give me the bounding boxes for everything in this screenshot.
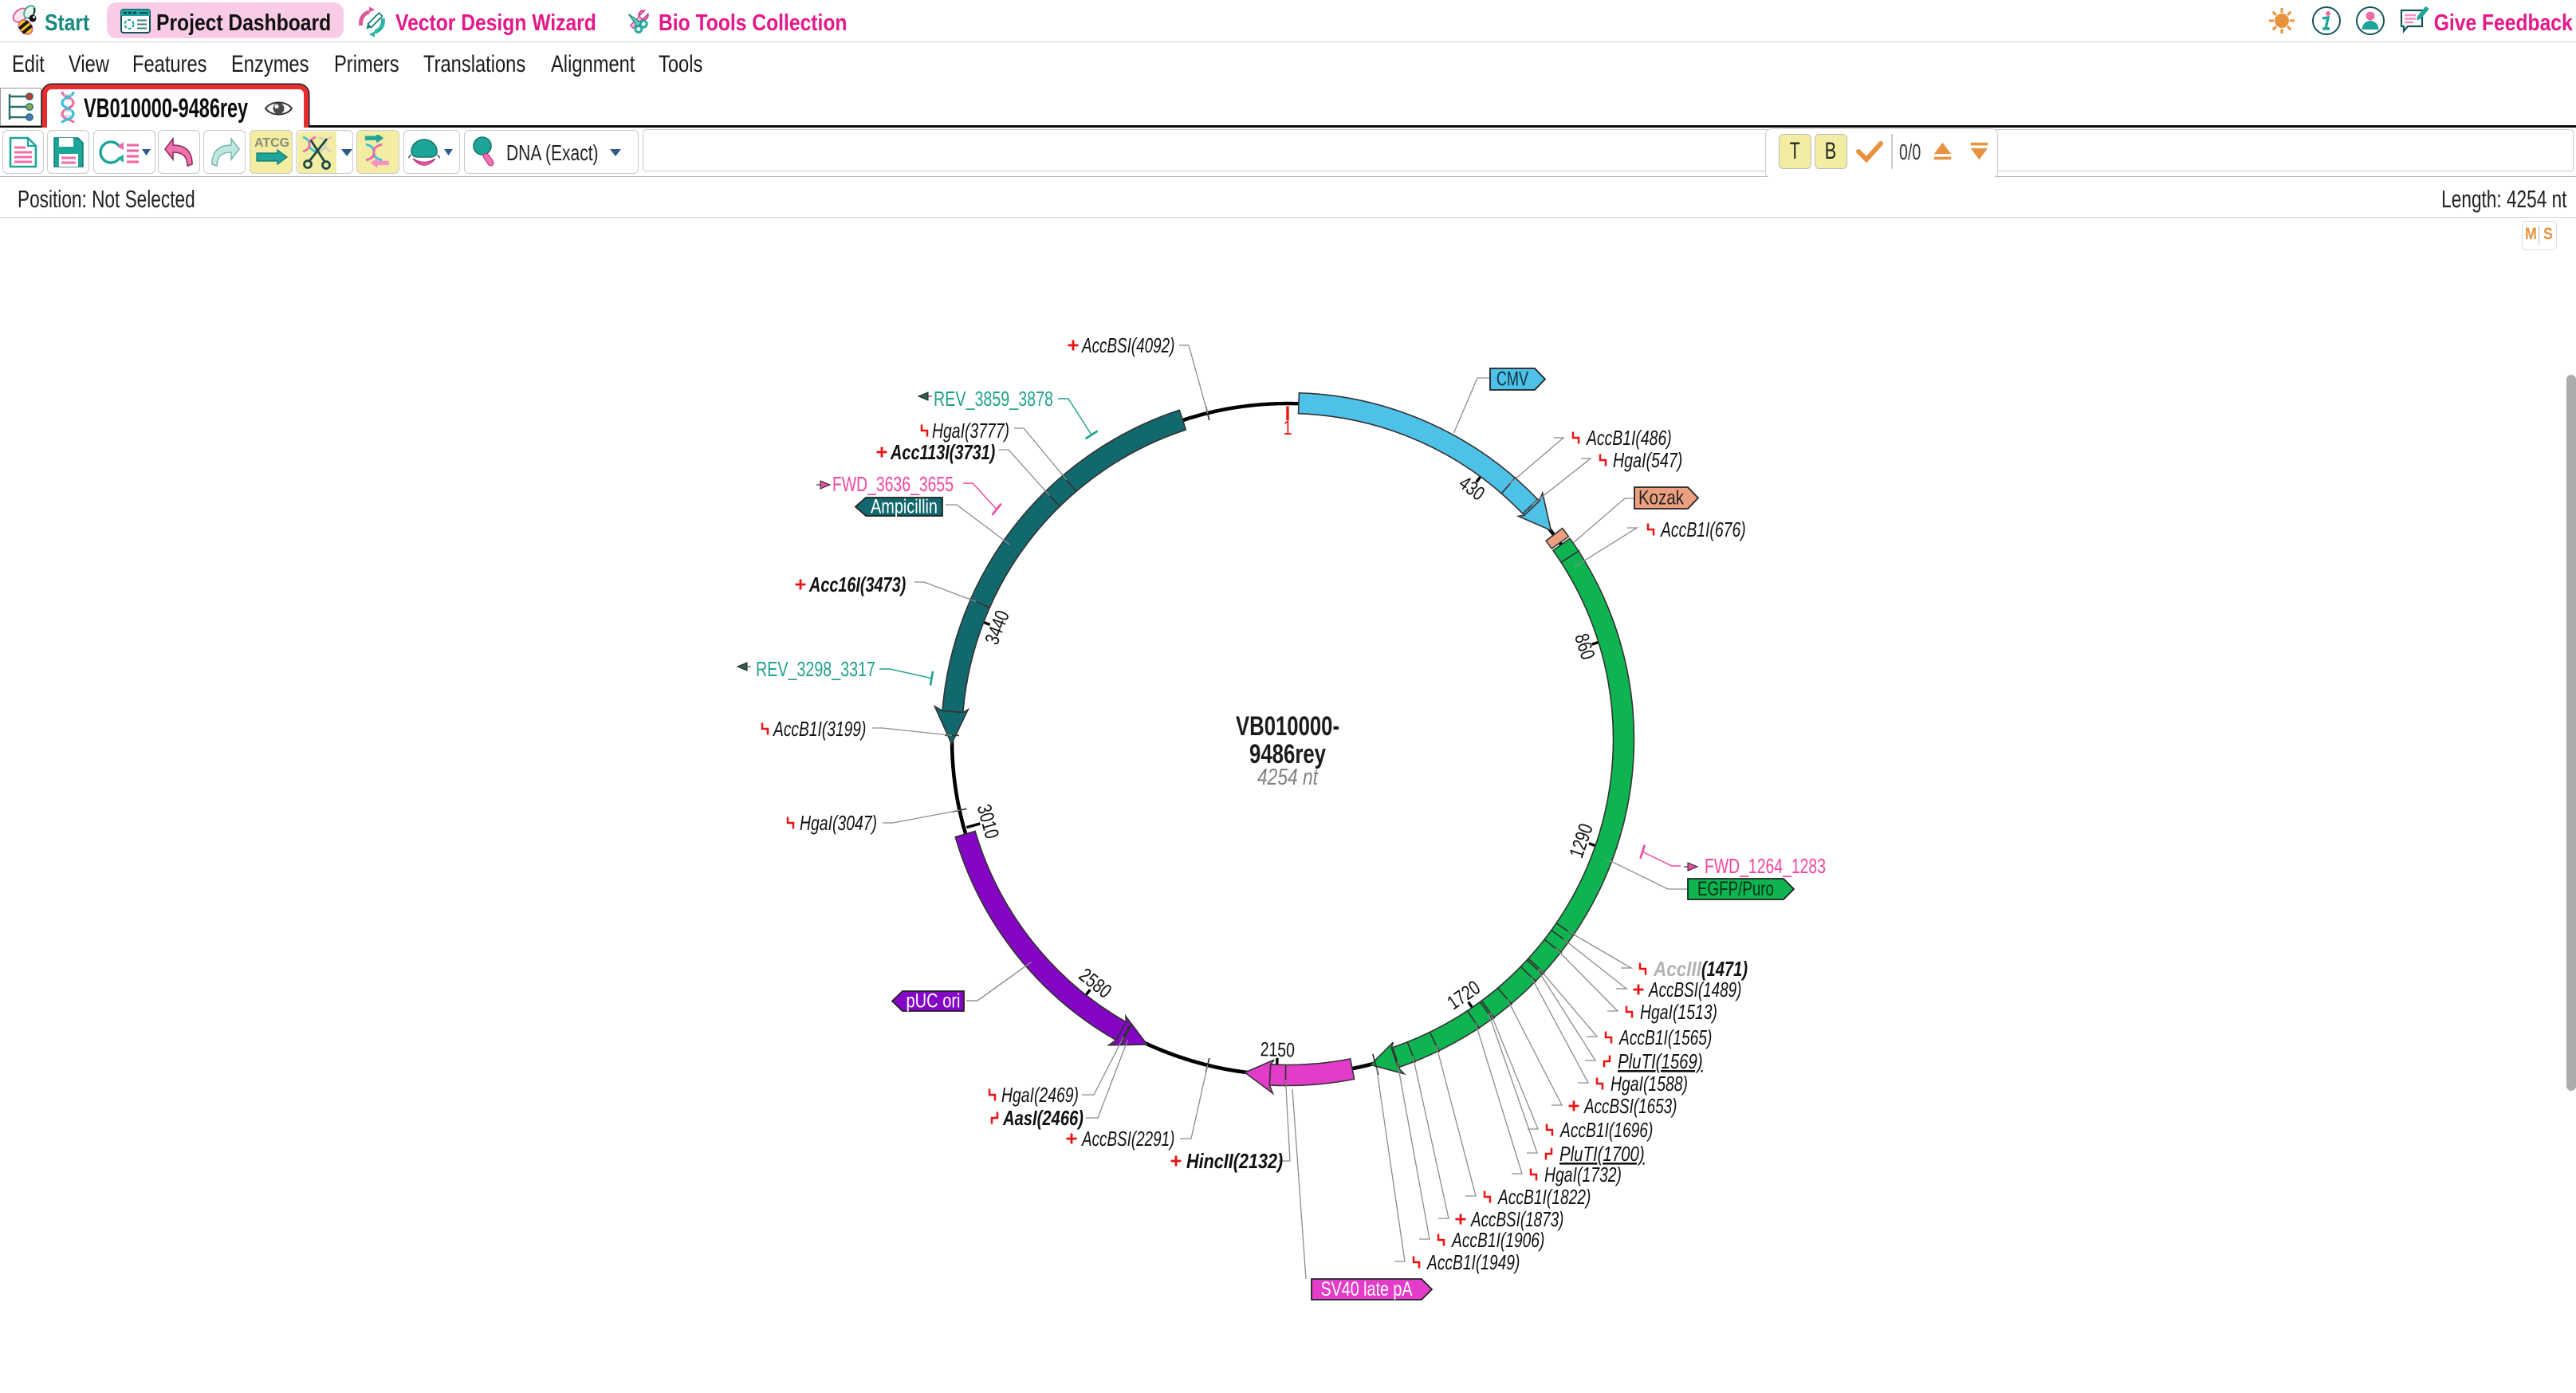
svg-text:FWD_1264_1283: FWD_1264_1283 <box>1705 854 1826 878</box>
svg-text:REV_3859_3878: REV_3859_3878 <box>934 387 1053 411</box>
svg-text:Acc16I(3473): Acc16I(3473) <box>808 573 906 596</box>
svg-text:SV40 late pA: SV40 late pA <box>1321 1278 1413 1301</box>
svg-text:HgaI(3777): HgaI(3777) <box>932 419 1009 443</box>
svg-text:FWD_3636_3655: FWD_3636_3655 <box>832 472 954 496</box>
svg-text:Ampicillin: Ampicillin <box>871 496 938 518</box>
svg-text:VB010000-: VB010000- <box>1236 711 1339 742</box>
svg-text:HgaI(1732): HgaI(1732) <box>1544 1163 1622 1186</box>
svg-text:AccB1I(676): AccB1I(676) <box>1660 517 1746 541</box>
svg-text:HincII(2132): HincII(2132) <box>1186 1149 1283 1173</box>
svg-text:AccB1I(1822): AccB1I(1822) <box>1497 1185 1591 1209</box>
svg-text:HgaI(2469): HgaI(2469) <box>1001 1083 1079 1107</box>
svg-text:AccB1I(1696): AccB1I(1696) <box>1559 1118 1654 1142</box>
svg-text:Acc113I(3731): Acc113I(3731) <box>890 440 995 464</box>
svg-text:860: 860 <box>1570 631 1599 662</box>
svg-text:2150: 2150 <box>1260 1038 1295 1061</box>
svg-text:9486rey: 9486rey <box>1249 739 1326 769</box>
svg-text:AasI(2466): AasI(2466) <box>1002 1106 1083 1130</box>
svg-text:AccB1I(3199): AccB1I(3199) <box>773 717 867 741</box>
svg-text:REV_3298_3317: REV_3298_3317 <box>756 657 875 681</box>
svg-text:PluTI(1569): PluTI(1569) <box>1618 1049 1703 1073</box>
svg-text:HgaI(1588): HgaI(1588) <box>1610 1072 1688 1096</box>
svg-text:PluTI(1700): PluTI(1700) <box>1559 1142 1645 1166</box>
svg-text:AccBSI(2291): AccBSI(2291) <box>1081 1127 1175 1151</box>
svg-text:CMV: CMV <box>1496 368 1528 391</box>
svg-text:(1471): (1471) <box>1701 957 1748 981</box>
svg-text:4254 nt: 4254 nt <box>1257 765 1319 790</box>
svg-text:AccBSI(1873): AccBSI(1873) <box>1470 1207 1564 1231</box>
svg-text:pUC ori: pUC ori <box>907 990 961 1013</box>
svg-text:AccBSI(1489): AccBSI(1489) <box>1648 978 1742 1001</box>
svg-text:HgaI(547): HgaI(547) <box>1613 448 1682 472</box>
svg-text:AccB1I(1565): AccB1I(1565) <box>1618 1025 1713 1049</box>
svg-text:1: 1 <box>1284 417 1292 439</box>
svg-text:AccB1I(486): AccB1I(486) <box>1586 426 1672 450</box>
svg-text:HgaI(3047): HgaI(3047) <box>800 811 877 835</box>
svg-text:EGFP/Puro: EGFP/Puro <box>1697 878 1774 900</box>
svg-text:AccIII: AccIII <box>1653 957 1702 981</box>
svg-text:AccBSI(4092): AccBSI(4092) <box>1081 333 1175 357</box>
svg-text:AccBSI(1653): AccBSI(1653) <box>1583 1094 1677 1118</box>
svg-text:Kozak: Kozak <box>1638 487 1684 510</box>
svg-text:AccB1I(1949): AccB1I(1949) <box>1426 1250 1520 1274</box>
svg-text:HgaI(1513): HgaI(1513) <box>1640 1000 1717 1024</box>
svg-text:ATCG: ATCG <box>255 136 289 150</box>
svg-text:AccB1I(1906): AccB1I(1906) <box>1451 1228 1545 1252</box>
